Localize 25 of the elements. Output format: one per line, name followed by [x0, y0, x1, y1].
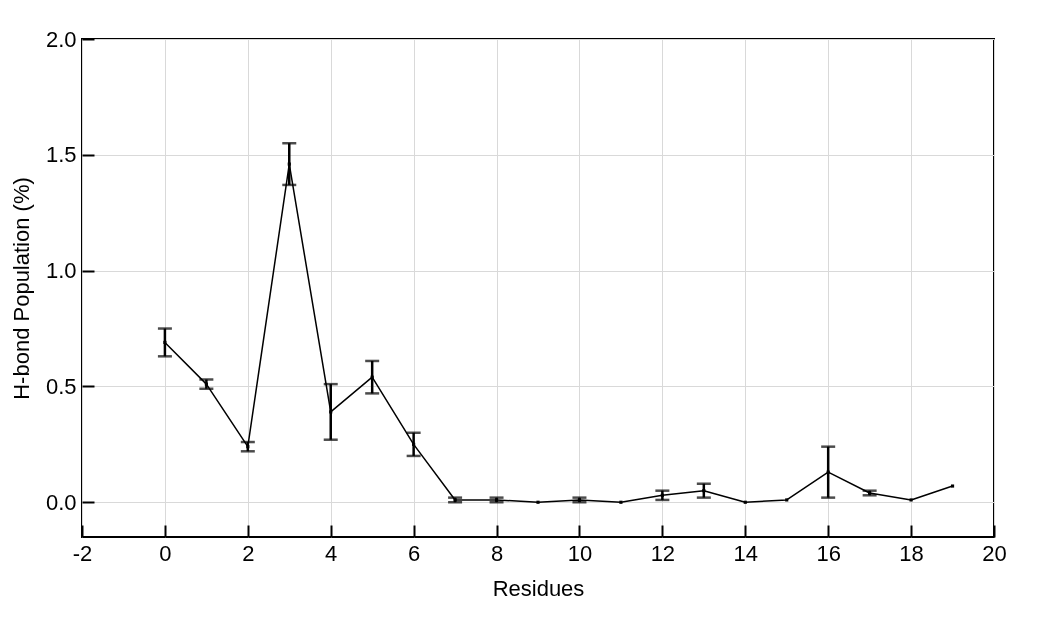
x-tick-label: 6 — [408, 540, 421, 566]
y-tick-label: 0.5 — [45, 373, 77, 399]
x-tick-label: 12 — [650, 540, 676, 566]
x-tick-label: 0 — [159, 540, 172, 566]
x-tick-label: 4 — [325, 540, 338, 566]
x-tick-label: 16 — [816, 540, 841, 566]
x-axis-title: Residues — [492, 575, 585, 601]
x-tick-label: 10 — [567, 540, 593, 566]
point — [743, 500, 747, 504]
point — [536, 500, 540, 504]
x-tick-label: -2 — [72, 540, 93, 566]
x-tick-label: 20 — [982, 540, 1007, 566]
x-tick-label: 18 — [899, 540, 924, 566]
y-tick-label: 1.0 — [45, 258, 77, 284]
y-tick-label: 2.0 — [45, 26, 77, 52]
point — [619, 500, 623, 504]
x-tick-label: 2 — [242, 540, 255, 566]
y-axis-title: H-bond Population (%) — [8, 177, 34, 400]
point — [909, 498, 913, 502]
point — [950, 484, 955, 488]
x-tick-label: 14 — [733, 540, 759, 566]
point — [785, 498, 789, 502]
x-tick-label: 8 — [490, 540, 504, 566]
y-tick-label: 1.5 — [45, 142, 77, 168]
y-tick-label: 0.0 — [45, 489, 77, 515]
